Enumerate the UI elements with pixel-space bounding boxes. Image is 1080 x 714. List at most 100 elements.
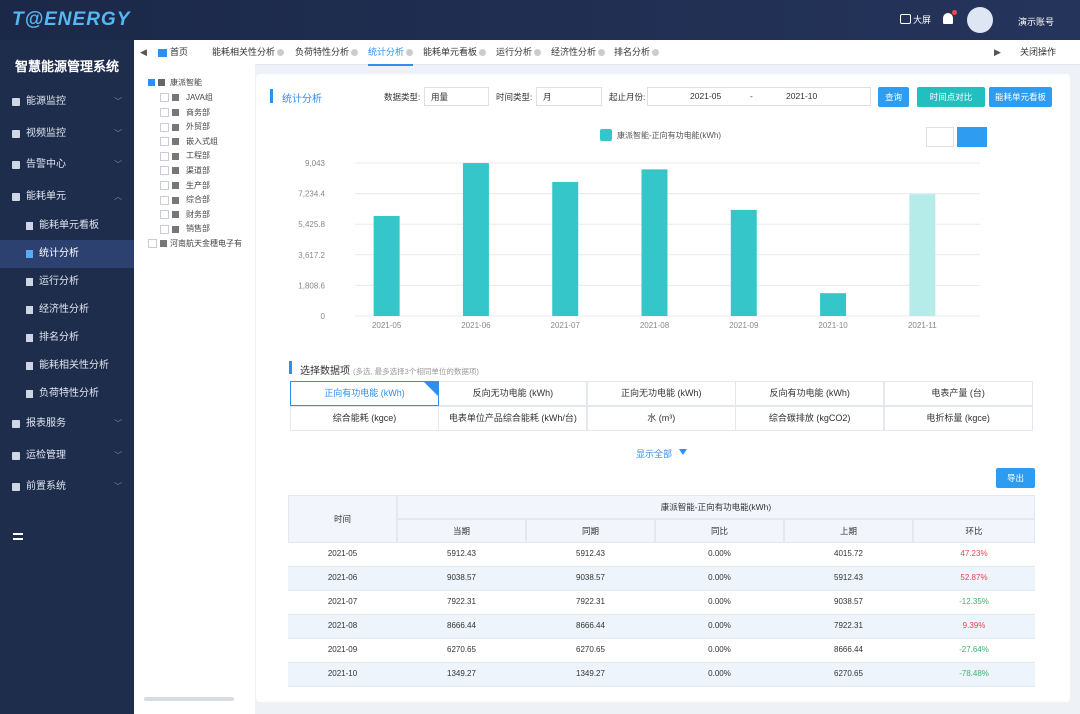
- tab[interactable]: 能耗相关性分析: [212, 40, 284, 64]
- submenu-label[interactable]: 负荷特性分析: [39, 380, 99, 408]
- data-item[interactable]: 正向无功电能 (kWh): [587, 381, 736, 406]
- tree-node[interactable]: 财务部: [160, 209, 210, 220]
- select[interactable]: 月: [536, 87, 602, 106]
- tab-label[interactable]: 能耗单元看板: [423, 47, 477, 57]
- tree-label[interactable]: 嵌入式组: [186, 137, 218, 146]
- submenu-label[interactable]: 能耗单元看板: [39, 212, 99, 240]
- range-start[interactable]: 2021-05: [690, 91, 721, 101]
- export-button[interactable]: 导出: [996, 468, 1035, 488]
- tab-label[interactable]: 统计分析: [368, 47, 404, 57]
- data-item[interactable]: 水 (m³): [587, 406, 736, 431]
- tab-label[interactable]: 负荷特性分析: [295, 47, 349, 57]
- submenu-label[interactable]: 排名分析: [39, 324, 79, 352]
- menu-item[interactable]: 告警中心﹀: [0, 151, 134, 179]
- checkbox[interactable]: [160, 181, 169, 190]
- tree-node[interactable]: 康派智能: [148, 77, 202, 88]
- data-item[interactable]: 综合能耗 (kgce): [290, 406, 439, 431]
- menu-label[interactable]: 能源监控: [26, 88, 66, 116]
- tree-label[interactable]: 综合部: [186, 195, 210, 204]
- checkbox[interactable]: [160, 137, 169, 146]
- bell-icon[interactable]: [943, 13, 953, 24]
- tab[interactable]: 统计分析: [368, 40, 413, 66]
- tab-label[interactable]: 首页: [170, 47, 188, 57]
- menu-item[interactable]: 能耗单元︿: [0, 183, 134, 211]
- select[interactable]: 用量: [424, 87, 489, 106]
- tab-label[interactable]: 能耗相关性分析: [212, 47, 275, 57]
- button[interactable]: 能耗单元看板: [989, 87, 1052, 107]
- tab-close[interactable]: [479, 49, 486, 56]
- tab-close[interactable]: [598, 49, 605, 56]
- data-item[interactable]: 反向无功电能 (kWh): [438, 381, 587, 406]
- show-all-arrow[interactable]: [679, 449, 687, 455]
- tree-label[interactable]: 外贸部: [186, 122, 210, 131]
- tree-node[interactable]: 商务部: [160, 107, 210, 118]
- menu-item[interactable]: 前置系统﹀: [0, 473, 134, 501]
- submenu-item[interactable]: 统计分析: [0, 240, 134, 268]
- data-item[interactable]: 正向有功电能 (kWh): [290, 381, 439, 406]
- submenu-item[interactable]: 排名分析: [0, 324, 134, 352]
- tab[interactable]: 经济性分析: [551, 40, 605, 64]
- tree-label[interactable]: 生产部: [186, 181, 210, 190]
- tree-label[interactable]: 工程部: [186, 151, 210, 160]
- button[interactable]: 查询: [878, 87, 909, 107]
- range-end[interactable]: 2021-10: [786, 91, 817, 101]
- checkbox[interactable]: [160, 196, 169, 205]
- tab-next[interactable]: ▶: [994, 47, 1001, 58]
- submenu-label[interactable]: 能耗相关性分析: [39, 352, 109, 380]
- tab-close[interactable]: [351, 49, 358, 56]
- tree-node[interactable]: JAVA组: [160, 92, 213, 103]
- checkbox[interactable]: [160, 93, 169, 102]
- tree-node[interactable]: 销售部: [160, 223, 210, 234]
- menu-label[interactable]: 运检管理: [26, 442, 66, 470]
- tree-node[interactable]: 渠道部: [160, 165, 210, 176]
- submenu-label[interactable]: 经济性分析: [39, 296, 89, 324]
- tab-close[interactable]: [652, 49, 659, 56]
- avatar[interactable]: [967, 7, 993, 33]
- checkbox[interactable]: [160, 152, 169, 161]
- tree-label[interactable]: 销售部: [186, 224, 210, 233]
- menu-label[interactable]: 能耗单元: [26, 183, 66, 211]
- tab[interactable]: 首页: [158, 40, 188, 64]
- tree-label[interactable]: 康派智能: [170, 78, 202, 87]
- checkbox[interactable]: [160, 210, 169, 219]
- bar-chart-toggle[interactable]: [957, 127, 987, 147]
- screen-icon[interactable]: [900, 14, 911, 24]
- checkbox[interactable]: [160, 108, 169, 117]
- checkbox[interactable]: [160, 123, 169, 132]
- tree-label[interactable]: JAVA组: [186, 93, 213, 102]
- tree-node[interactable]: 工程部: [160, 150, 210, 161]
- close-ops[interactable]: 关闭操作: [1020, 40, 1056, 64]
- line-chart-toggle[interactable]: [926, 127, 954, 147]
- tab[interactable]: 运行分析: [496, 40, 541, 64]
- submenu-item[interactable]: 负荷特性分析: [0, 380, 134, 408]
- tree-label[interactable]: 渠道部: [186, 166, 210, 175]
- data-item[interactable]: 反向有功电能 (kWh): [735, 381, 884, 406]
- account-name[interactable]: 演示账号: [1018, 15, 1054, 28]
- checkbox[interactable]: [148, 79, 155, 86]
- submenu-label[interactable]: 统计分析: [39, 240, 79, 268]
- menu-label[interactable]: 前置系统: [26, 473, 66, 501]
- submenu-item[interactable]: 能耗相关性分析: [0, 352, 134, 380]
- tab-label[interactable]: 运行分析: [496, 47, 532, 57]
- checkbox[interactable]: [148, 239, 157, 248]
- menu-item[interactable]: 能源监控﹀: [0, 88, 134, 116]
- tree-label[interactable]: 河南航天金穗电子有: [170, 239, 242, 248]
- submenu-item[interactable]: 经济性分析: [0, 296, 134, 324]
- tree-node[interactable]: 综合部: [160, 194, 210, 205]
- checkbox[interactable]: [160, 166, 169, 175]
- tree-label[interactable]: 商务部: [186, 108, 210, 117]
- data-item[interactable]: 电表单位产品综合能耗 (kWh/台): [438, 406, 587, 431]
- tab-prev[interactable]: ◀: [140, 47, 147, 58]
- menu-toggle[interactable]: [13, 533, 23, 540]
- big-screen-link[interactable]: 大屏: [913, 13, 931, 26]
- data-item[interactable]: 电表产量 (台): [884, 381, 1033, 406]
- tab[interactable]: 能耗单元看板: [423, 40, 486, 64]
- tab-label[interactable]: 经济性分析: [551, 47, 596, 57]
- tab-close[interactable]: [534, 49, 541, 56]
- menu-label[interactable]: 报表服务: [26, 410, 66, 438]
- submenu-item[interactable]: 运行分析: [0, 268, 134, 296]
- tree-node[interactable]: 外贸部: [160, 121, 210, 132]
- menu-item[interactable]: 报表服务﹀: [0, 410, 134, 438]
- tab-close[interactable]: [406, 49, 413, 56]
- tree-node[interactable]: 嵌入式组: [160, 136, 218, 147]
